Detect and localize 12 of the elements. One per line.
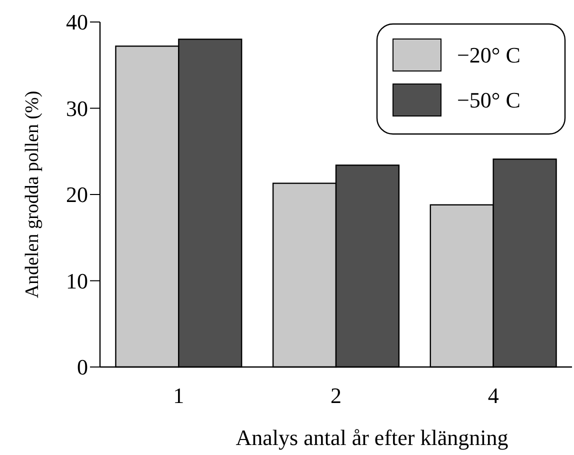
y-tick-label: 30 <box>66 96 88 121</box>
x-tick-label: 2 <box>330 383 342 408</box>
y-tick-label: 40 <box>66 10 88 35</box>
x-axis-title: Analys antal år efter klängning <box>236 425 508 450</box>
y-tick-label: 20 <box>66 182 88 208</box>
y-tick-label: 0 <box>77 354 88 380</box>
legend-label: −20° C <box>457 42 520 68</box>
y-tick-label: 10 <box>66 268 88 294</box>
legend-label: −50° C <box>457 88 520 113</box>
x-tick-label: 1 <box>173 383 184 408</box>
y-axis-title: Andelen grodda pollen (%) <box>22 90 43 298</box>
x-tick-label: 4 <box>488 383 499 408</box>
